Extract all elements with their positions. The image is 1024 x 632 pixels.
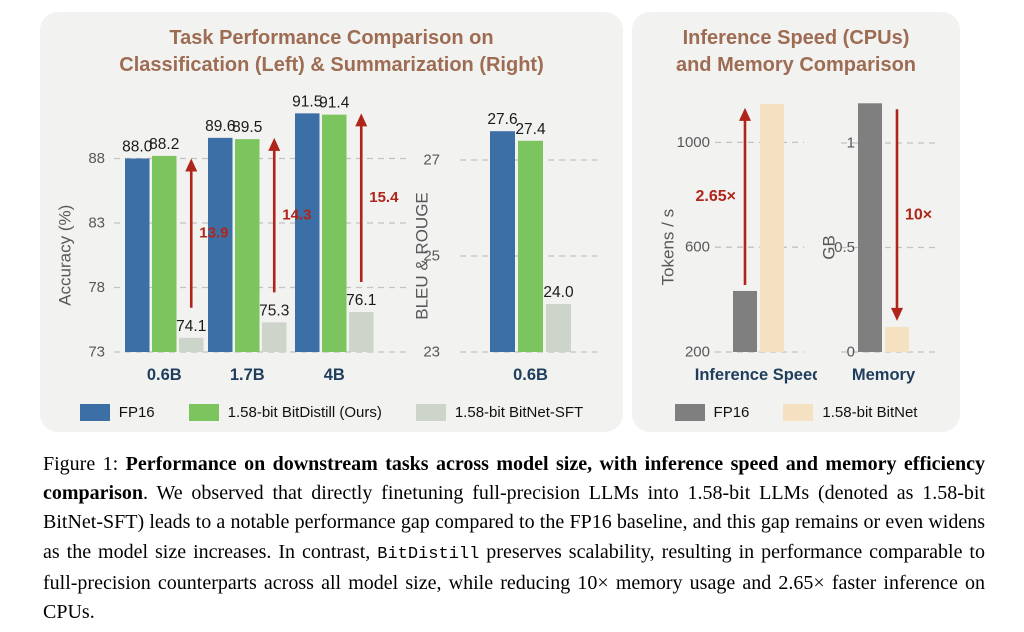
y-tick-label: 23 xyxy=(423,344,440,361)
classification-chart: 73 78 83 88 Accuracy (%) 88.088.2 74.1 0.6B 89.6… xyxy=(56,93,410,384)
category-label: 4B xyxy=(324,366,345,384)
bar-value-label: 88.2 xyxy=(149,136,179,153)
y-tick-label: 83 xyxy=(88,215,105,232)
y-tick-label: 78 xyxy=(88,279,105,296)
bar-classification-2 xyxy=(262,322,287,352)
bar-value-label: 88.0 xyxy=(122,139,153,156)
memory-chart: 0 0.5 1 GB Memory 10× xyxy=(820,103,935,384)
legend-item-2: 1.58-bit BitNet-SFT xyxy=(415,404,584,421)
y-tick-label: 27 xyxy=(423,152,440,169)
figure-caption: Figure 1: Performance on downstream task… xyxy=(43,450,985,627)
y-tick-label: 1 xyxy=(847,135,855,152)
bar-value-label: 75.3 xyxy=(259,302,289,319)
gap-arrow-head xyxy=(268,137,281,151)
inference-speed-chart: 200 600 1000 Tokens / s Inference Speed 2.65× xyxy=(659,103,817,384)
bar-classification-1 xyxy=(235,139,260,352)
caption-segment: preserves scalability, resulting in perf… xyxy=(43,540,985,624)
gap-arrow-label: 13.9 xyxy=(199,225,228,242)
category-label: 0.6B xyxy=(147,366,182,384)
legend-label: FP16 xyxy=(713,404,750,421)
y-tick-label: 25 xyxy=(423,248,440,265)
summarization-chart: 23 25 27 BLEU & ROUGE 27.627.4 24.0 0.6B xyxy=(413,111,597,384)
bar-value-label: 27.6 xyxy=(487,111,517,128)
gap-arrow-head xyxy=(185,158,198,172)
bar-inference-speed-1 xyxy=(760,103,784,352)
gap-arrow-label: 15.4 xyxy=(369,189,399,206)
gap-arrow-head xyxy=(739,107,751,121)
bar-value-label: 89.6 xyxy=(205,118,235,135)
right-panel-title-line2: and Memory Comparison xyxy=(675,54,917,76)
caption-segment: Performance on downstream tasks across m… xyxy=(43,453,985,505)
legend-swatch xyxy=(188,404,219,421)
bar-classification-2 xyxy=(349,312,374,352)
bar-inference-speed-0 xyxy=(733,290,757,352)
bar-summarization-1 xyxy=(518,140,543,352)
left-charts-row: 73 78 83 88 Accuracy (%) 88.0 88.2 74.1 0.6B 89.6… xyxy=(40,80,623,402)
y-tick-label: 88 xyxy=(88,150,105,167)
bar-memory-0 xyxy=(858,103,882,352)
legend-swatch xyxy=(783,404,814,421)
bar-classification-0 xyxy=(125,158,150,352)
bar-classification-1 xyxy=(152,155,177,352)
bar-value-label: 89.5 xyxy=(232,119,262,136)
bar-value-label: 74.1 xyxy=(176,318,206,335)
y-tick-label: 0 xyxy=(847,344,855,361)
y-axis-label: Accuracy (%) xyxy=(56,205,75,306)
legend-label: 1.58-bit BitNet xyxy=(822,404,918,421)
y-tick-label: 1000 xyxy=(677,134,710,151)
right-panel-title: Inference Speed (CPUs) and Memory Compar… xyxy=(632,25,960,79)
bar-classification-0 xyxy=(295,113,320,352)
bar-value-label: 91.4 xyxy=(319,95,350,112)
right-charts-row: 200 600 1000 Tokens / s Inference Speed 2.65×… xyxy=(632,80,960,402)
category-label: Inference Speed xyxy=(695,366,817,384)
gap-arrow-label: 10× xyxy=(905,207,932,224)
left-panel-title: Task Performance Comparison on Classific… xyxy=(40,25,623,79)
category-label: 0.6B xyxy=(513,366,548,384)
y-axis-label: BLEU & ROUGE xyxy=(413,192,432,320)
legend-item-1: 1.58-bit BitNet xyxy=(783,404,917,421)
bar-value-label: 24.0 xyxy=(543,284,574,301)
legend-label: 1.58-bit BitDistill (Ours) xyxy=(227,404,382,421)
legend-label: FP16 xyxy=(118,404,155,421)
legend-item-0: FP16 xyxy=(674,404,750,421)
caption-segment: . We observed that directly finetuning f… xyxy=(43,482,985,563)
y-tick-label: 200 xyxy=(685,344,710,361)
legend-swatch xyxy=(674,404,705,421)
bar-summarization-0 xyxy=(490,131,515,352)
gap-arrow-head xyxy=(891,307,903,321)
category-label: Memory xyxy=(852,366,916,384)
y-tick-label: 600 xyxy=(685,239,710,256)
bar-classification-2 xyxy=(179,337,204,352)
legend-swatch xyxy=(415,404,446,421)
caption-segment: Figure 1: xyxy=(43,453,126,475)
right-panel-title-line1: Inference Speed (CPUs) xyxy=(682,27,910,49)
legend-swatch xyxy=(79,404,110,421)
left-panel-title-line1: Task Performance Comparison on xyxy=(169,27,494,49)
y-tick-label: 0.5 xyxy=(834,239,855,256)
bar-classification-1 xyxy=(322,114,347,352)
legend-item-0: FP16 xyxy=(79,404,155,421)
y-axis-label: GB xyxy=(820,235,839,260)
gap-arrow-label: 2.65× xyxy=(696,188,736,205)
y-tick-label: 73 xyxy=(88,344,105,361)
left-panel-title-line2: Classification (Left) & Summarization (R… xyxy=(119,54,544,76)
bar-classification-0 xyxy=(208,137,233,352)
bar-summarization-2 xyxy=(546,304,571,352)
task-performance-panel: Task Performance Comparison on Classific… xyxy=(40,12,623,432)
bar-value-label: 91.5 xyxy=(292,93,322,110)
y-axis-label: Tokens / s xyxy=(659,209,678,286)
legend-label: 1.58-bit BitNet-SFT xyxy=(454,404,584,421)
caption-segment: BitDistill xyxy=(377,544,480,564)
left-legend: FP16 1.58-bit BitDistill (Ours) 1.58-bit B… xyxy=(40,404,623,421)
right-legend: FP16 1.58-bit BitNet xyxy=(632,404,960,421)
bar-value-label: 27.4 xyxy=(515,121,546,138)
speed-memory-panel: Inference Speed (CPUs) and Memory Compar… xyxy=(632,12,960,432)
legend-item-1: 1.58-bit BitDistill (Ours) xyxy=(188,404,382,421)
category-label: 1.7B xyxy=(230,366,265,384)
bar-memory-1 xyxy=(885,326,909,352)
gap-arrow-label: 14.3 xyxy=(282,207,311,224)
gap-arrow-head xyxy=(355,113,368,127)
bar-value-label: 76.1 xyxy=(346,292,376,309)
